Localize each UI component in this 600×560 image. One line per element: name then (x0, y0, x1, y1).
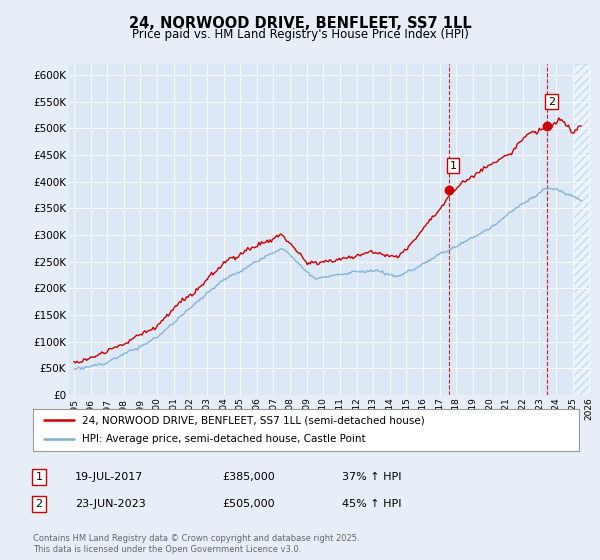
Text: 45% ↑ HPI: 45% ↑ HPI (342, 499, 401, 509)
Text: 24, NORWOOD DRIVE, BENFLEET, SS7 1LL (semi-detached house): 24, NORWOOD DRIVE, BENFLEET, SS7 1LL (se… (82, 415, 425, 425)
Text: 19-JUL-2017: 19-JUL-2017 (75, 472, 143, 482)
Text: HPI: Average price, semi-detached house, Castle Point: HPI: Average price, semi-detached house,… (82, 435, 366, 445)
Text: Price paid vs. HM Land Registry's House Price Index (HPI): Price paid vs. HM Land Registry's House … (131, 28, 469, 41)
Text: 2: 2 (35, 499, 43, 509)
Text: 1: 1 (35, 472, 43, 482)
Text: 2: 2 (548, 97, 555, 107)
Bar (573, 64, 598, 395)
Text: 23-JUN-2023: 23-JUN-2023 (75, 499, 146, 509)
Text: 37% ↑ HPI: 37% ↑ HPI (342, 472, 401, 482)
Text: 24, NORWOOD DRIVE, BENFLEET, SS7 1LL: 24, NORWOOD DRIVE, BENFLEET, SS7 1LL (128, 16, 472, 31)
Text: Contains HM Land Registry data © Crown copyright and database right 2025.
This d: Contains HM Land Registry data © Crown c… (33, 534, 359, 554)
Bar (573, 64, 598, 395)
Text: 1: 1 (449, 161, 457, 171)
Text: £385,000: £385,000 (222, 472, 275, 482)
Text: £505,000: £505,000 (222, 499, 275, 509)
